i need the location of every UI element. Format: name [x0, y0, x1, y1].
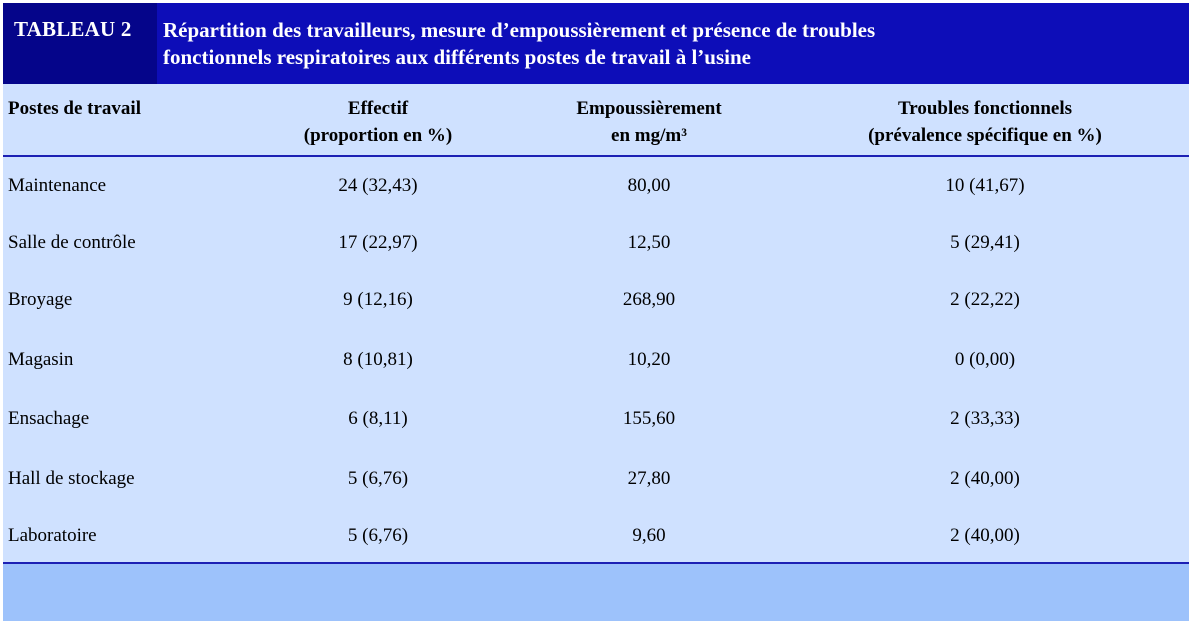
table-row: Maintenance 24 (32,43) 80,00 10 (41,67): [3, 171, 1189, 201]
table-footer-band: [3, 564, 1189, 621]
cell-empoussierement: 155,60: [622, 408, 676, 429]
cell-effectif: 5 (6,76): [347, 525, 409, 546]
column-header-troubles: Troubles fonctionnels (prévalence spécif…: [868, 98, 1102, 146]
footer-divider: [3, 562, 1189, 564]
cell-effectif: 17 (22,97): [338, 232, 418, 253]
cell-poste: Broyage: [8, 289, 73, 310]
cell-poste: Hall de stockage: [8, 468, 135, 489]
cell-empoussierement: 10,20: [627, 349, 671, 370]
column-header-empoussierement: Empoussièrement en mg/m³: [576, 98, 722, 146]
table-row: Magasin 8 (10,81) 10,20 0 (0,00): [3, 345, 1189, 375]
table-row: Salle de contrôle 17 (22,97) 12,50 5 (29,41…: [3, 228, 1189, 258]
cell-troubles: 5 (29,41): [950, 232, 1020, 253]
cell-empoussierement: 9,60: [632, 525, 666, 546]
cell-troubles: 2 (40,00): [950, 525, 1020, 546]
table-title-line2: fonctionnels respiratoires aux différent…: [163, 45, 751, 69]
cell-poste: Salle de contrôle: [8, 232, 136, 253]
table-row: Broyage 9 (12,16) 268,90 2 (22,22): [3, 285, 1189, 315]
cell-poste: Magasin: [8, 349, 74, 370]
cell-troubles: 10 (41,67): [945, 175, 1025, 196]
table-header-bar: TABLEAU 2 Répartition des travailleurs, …: [3, 3, 1189, 84]
cell-empoussierement: 12,50: [627, 232, 671, 253]
table-number-tag: TABLEAU 2: [3, 3, 157, 84]
cell-troubles: 2 (22,22): [950, 289, 1020, 310]
table-body: [3, 84, 1189, 564]
column-header-effectif: Effectif (proportion en %): [303, 98, 453, 146]
cell-poste: Ensachage: [8, 408, 90, 429]
cell-empoussierement: 80,00: [627, 175, 671, 196]
cell-troubles: 2 (33,33): [950, 408, 1020, 429]
cell-poste: Maintenance: [8, 175, 107, 196]
cell-poste: Laboratoire: [8, 525, 97, 546]
cell-effectif: 24 (32,43): [338, 175, 418, 196]
table-title: Répartition des travailleurs, mesure d’e…: [163, 17, 1173, 71]
cell-empoussierement: 268,90: [622, 289, 676, 310]
table-row: Hall de stockage 5 (6,76) 27,80 2 (40,00): [3, 464, 1189, 494]
table-row: Ensachage 6 (8,11) 155,60 2 (33,33): [3, 404, 1189, 434]
cell-effectif: 6 (8,11): [348, 408, 408, 429]
column-header-postes: Postes de travail: [8, 98, 141, 119]
table-title-line1: Répartition des travailleurs, mesure d’e…: [163, 18, 876, 42]
cell-effectif: 8 (10,81): [343, 349, 413, 370]
cell-empoussierement: 27,80: [627, 468, 671, 489]
cell-effectif: 5 (6,76): [347, 468, 409, 489]
cell-effectif: 9 (12,16): [343, 289, 413, 310]
header-divider: [3, 155, 1189, 157]
cell-troubles: 0 (0,00): [954, 349, 1016, 370]
table-row: Laboratoire 5 (6,76) 9,60 2 (40,00): [3, 521, 1189, 551]
cell-troubles: 2 (40,00): [950, 468, 1020, 489]
table-number: TABLEAU 2: [14, 17, 132, 41]
